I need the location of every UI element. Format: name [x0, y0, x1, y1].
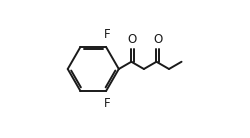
Text: O: O	[153, 33, 162, 46]
Text: F: F	[104, 28, 110, 41]
Text: O: O	[128, 33, 137, 46]
Text: F: F	[104, 97, 110, 110]
